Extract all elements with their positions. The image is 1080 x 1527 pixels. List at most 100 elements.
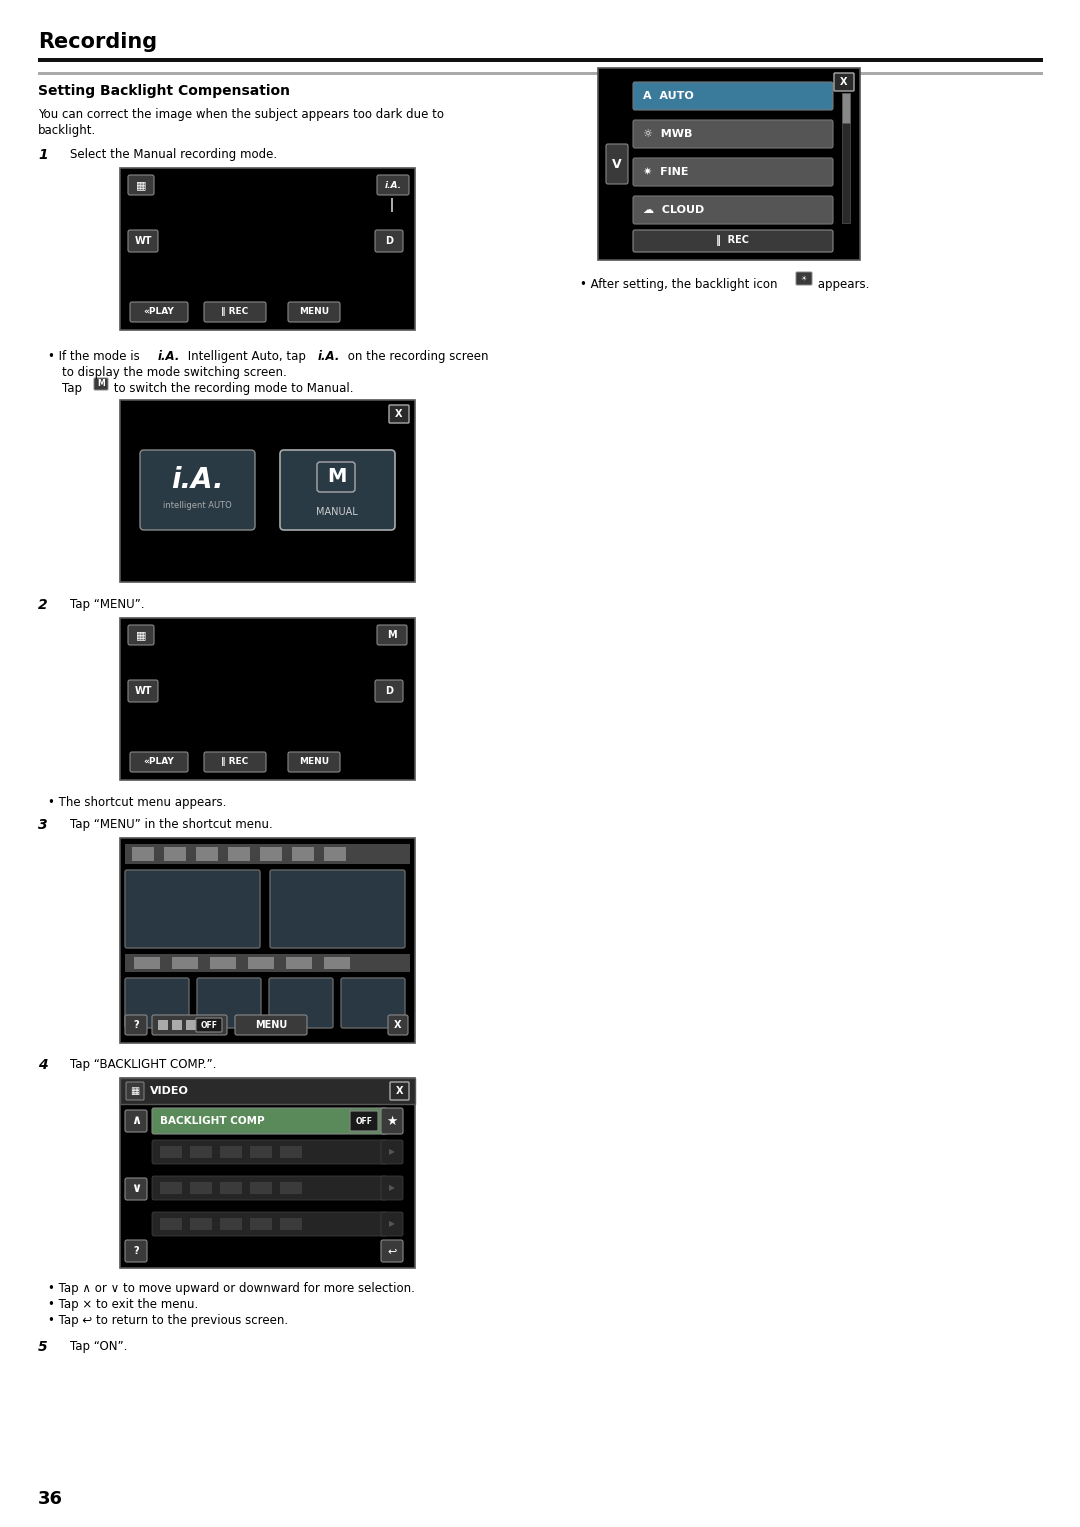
FancyBboxPatch shape bbox=[130, 302, 188, 322]
FancyBboxPatch shape bbox=[125, 1110, 147, 1132]
FancyBboxPatch shape bbox=[129, 231, 158, 252]
Text: ‖  REC: ‖ REC bbox=[716, 235, 750, 246]
FancyBboxPatch shape bbox=[129, 176, 154, 195]
Bar bbox=[598, 69, 860, 260]
Bar bbox=[186, 1020, 195, 1031]
Text: i.A.: i.A. bbox=[172, 466, 224, 495]
FancyBboxPatch shape bbox=[94, 379, 108, 389]
Text: MENU: MENU bbox=[255, 1020, 287, 1031]
Bar bbox=[172, 957, 198, 970]
Bar bbox=[220, 1182, 242, 1194]
Text: ∨: ∨ bbox=[131, 1182, 141, 1196]
Bar bbox=[842, 93, 850, 124]
Bar bbox=[38, 58, 1043, 63]
Text: intelligent AUTO: intelligent AUTO bbox=[163, 501, 232, 510]
Text: ‖ REC: ‖ REC bbox=[221, 307, 248, 316]
Bar bbox=[210, 957, 237, 970]
Bar bbox=[324, 957, 350, 970]
FancyBboxPatch shape bbox=[375, 231, 403, 252]
FancyBboxPatch shape bbox=[633, 121, 833, 148]
Text: ?: ? bbox=[133, 1246, 139, 1257]
Bar bbox=[220, 1145, 242, 1157]
FancyBboxPatch shape bbox=[834, 73, 854, 92]
Text: i.A.: i.A. bbox=[318, 350, 340, 363]
Text: Tap “MENU”.: Tap “MENU”. bbox=[70, 599, 145, 611]
Text: You can correct the image when the subject appears too dark due to: You can correct the image when the subje… bbox=[38, 108, 444, 121]
Text: Tap “BACKLIGHT COMP.”.: Tap “BACKLIGHT COMP.”. bbox=[70, 1058, 216, 1070]
Bar bbox=[190, 1182, 212, 1194]
Text: ★: ★ bbox=[387, 1115, 397, 1127]
FancyBboxPatch shape bbox=[152, 1015, 227, 1035]
FancyBboxPatch shape bbox=[288, 751, 340, 773]
Bar bbox=[249, 1145, 272, 1157]
FancyBboxPatch shape bbox=[152, 1141, 387, 1164]
FancyBboxPatch shape bbox=[633, 195, 833, 224]
Text: • Tap ↩ to return to the previous screen.: • Tap ↩ to return to the previous screen… bbox=[48, 1315, 288, 1327]
FancyBboxPatch shape bbox=[377, 625, 407, 644]
Text: Tap “MENU” in the shortcut menu.: Tap “MENU” in the shortcut menu. bbox=[70, 818, 273, 831]
Text: X: X bbox=[840, 76, 848, 87]
Text: MENU: MENU bbox=[299, 757, 329, 767]
Text: Tap: Tap bbox=[62, 382, 85, 395]
Text: 4: 4 bbox=[38, 1058, 48, 1072]
Text: Tap “ON”.: Tap “ON”. bbox=[70, 1341, 127, 1353]
Bar bbox=[160, 1182, 183, 1194]
Text: • Tap × to exit the menu.: • Tap × to exit the menu. bbox=[48, 1298, 199, 1312]
FancyBboxPatch shape bbox=[381, 1240, 403, 1261]
Text: M: M bbox=[327, 467, 347, 487]
Bar bbox=[280, 1182, 302, 1194]
Text: ‖ REC: ‖ REC bbox=[221, 757, 248, 767]
Text: V: V bbox=[612, 157, 622, 171]
Text: Setting Backlight Compensation: Setting Backlight Compensation bbox=[38, 84, 291, 98]
Text: • The shortcut menu appears.: • The shortcut menu appears. bbox=[48, 796, 227, 809]
Text: Recording: Recording bbox=[38, 32, 157, 52]
Bar bbox=[134, 957, 160, 970]
Text: ∧: ∧ bbox=[131, 1115, 141, 1127]
Text: X: X bbox=[396, 1086, 404, 1096]
Text: on the recording screen: on the recording screen bbox=[345, 350, 488, 363]
Bar bbox=[120, 1078, 415, 1104]
Text: • After setting, the backlight icon: • After setting, the backlight icon bbox=[580, 278, 781, 292]
Text: ☼  MWB: ☼ MWB bbox=[643, 128, 692, 139]
Text: ▶: ▶ bbox=[389, 1220, 395, 1229]
Text: WT: WT bbox=[134, 686, 152, 696]
Text: 5: 5 bbox=[38, 1341, 48, 1354]
Bar bbox=[280, 1145, 302, 1157]
Text: ☁  CLOUD: ☁ CLOUD bbox=[643, 205, 704, 215]
FancyBboxPatch shape bbox=[195, 1019, 222, 1032]
Bar bbox=[391, 199, 393, 212]
FancyBboxPatch shape bbox=[129, 680, 158, 702]
Text: X: X bbox=[394, 1020, 402, 1031]
Text: to switch the recording mode to Manual.: to switch the recording mode to Manual. bbox=[110, 382, 353, 395]
FancyBboxPatch shape bbox=[606, 144, 627, 183]
FancyBboxPatch shape bbox=[318, 463, 355, 492]
FancyBboxPatch shape bbox=[270, 870, 405, 948]
FancyBboxPatch shape bbox=[125, 1177, 147, 1200]
FancyBboxPatch shape bbox=[140, 450, 255, 530]
Text: 2: 2 bbox=[38, 599, 48, 612]
Text: ↩: ↩ bbox=[388, 1246, 396, 1257]
Text: Intelligent Auto, tap: Intelligent Auto, tap bbox=[184, 350, 310, 363]
Text: • Tap ∧ or ∨ to move upward or downward for more selection.: • Tap ∧ or ∨ to move upward or downward … bbox=[48, 1283, 415, 1295]
Text: MENU: MENU bbox=[299, 307, 329, 316]
Text: X: X bbox=[395, 409, 403, 418]
Text: BACKLIGHT COMP: BACKLIGHT COMP bbox=[160, 1116, 265, 1125]
Text: ✷  FINE: ✷ FINE bbox=[643, 166, 689, 177]
FancyBboxPatch shape bbox=[389, 405, 409, 423]
Bar bbox=[132, 847, 154, 861]
Text: i.A.: i.A. bbox=[158, 350, 180, 363]
Text: to display the mode switching screen.: to display the mode switching screen. bbox=[62, 366, 287, 379]
FancyBboxPatch shape bbox=[288, 302, 340, 322]
FancyBboxPatch shape bbox=[125, 1240, 147, 1261]
Bar bbox=[120, 400, 415, 582]
FancyBboxPatch shape bbox=[381, 1176, 403, 1200]
FancyBboxPatch shape bbox=[381, 1212, 403, 1235]
Text: M: M bbox=[388, 631, 396, 640]
FancyBboxPatch shape bbox=[633, 82, 833, 110]
Text: MANUAL: MANUAL bbox=[316, 507, 357, 518]
FancyBboxPatch shape bbox=[152, 1109, 387, 1135]
FancyBboxPatch shape bbox=[375, 680, 403, 702]
FancyBboxPatch shape bbox=[235, 1015, 307, 1035]
FancyBboxPatch shape bbox=[633, 231, 833, 252]
Bar bbox=[228, 847, 249, 861]
